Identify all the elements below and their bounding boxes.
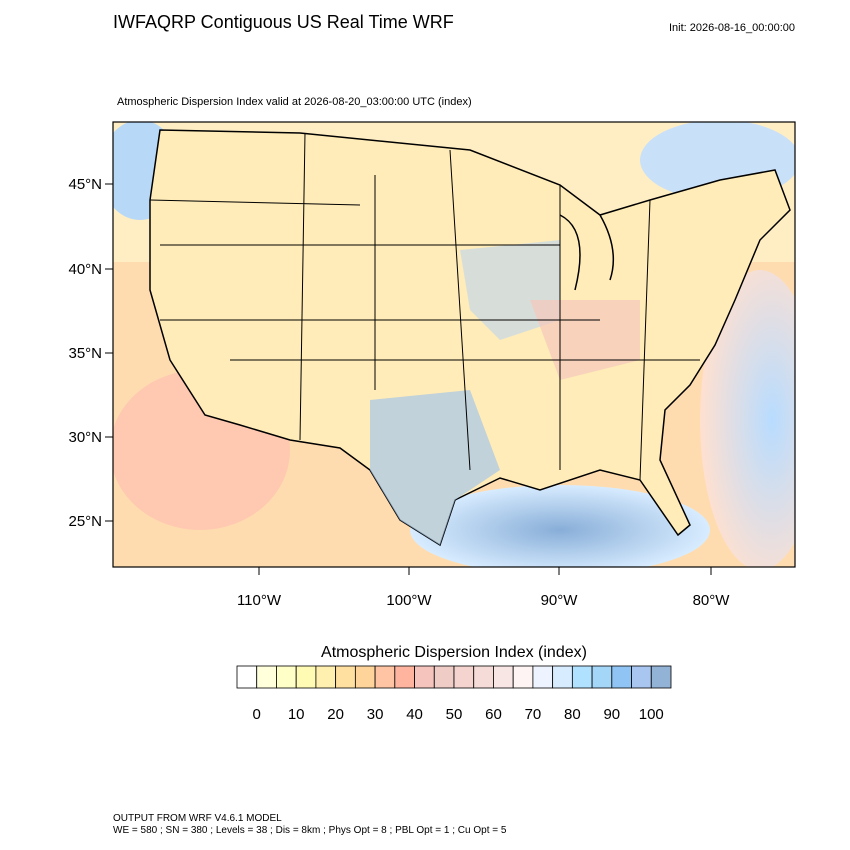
colorbar-box	[631, 665, 652, 689]
colorbar-box	[552, 665, 573, 689]
footer-line: WE = 580 ; SN = 380 ; Levels = 38 ; Dis …	[113, 825, 507, 836]
colorbar-box	[394, 665, 415, 689]
colorbar-box	[453, 665, 475, 689]
lon-label: 100°W	[386, 592, 432, 609]
colorbar-label: 30	[367, 706, 384, 723]
colorbar-label: 90	[603, 706, 620, 723]
colorbar-label: 60	[485, 706, 502, 723]
colorbar-label: 50	[446, 706, 463, 723]
colorbar: 0 10 20 30 40 50 60 70 80 90 100	[236, 665, 672, 723]
colorbar-box	[611, 665, 632, 689]
lat-label: 25°N	[68, 513, 102, 530]
colorbar-box	[315, 665, 337, 689]
colorbar-box	[335, 665, 356, 689]
colorbar-box	[571, 665, 593, 689]
subtitle: Atmospheric Dispersion Index valid at 20…	[117, 96, 472, 108]
colorbar-box	[256, 665, 277, 689]
colorbar-box	[532, 665, 554, 689]
title: IWFAQRP Contiguous US Real Time WRF	[113, 12, 454, 32]
lon-label: 110°W	[237, 592, 282, 609]
map: 45°N 40°N 35°N 30°N 25°N 110°W 100°W 90°…	[68, 121, 796, 609]
colorbar-box	[591, 665, 613, 689]
colorbar-box	[374, 665, 396, 689]
init-time: Init: 2026-08-16_00:00:00	[669, 22, 795, 34]
colorbar-label: 40	[406, 706, 423, 723]
colorbar-box	[414, 665, 435, 689]
colorbar-label: 10	[288, 706, 305, 723]
colorbar-box	[493, 665, 514, 689]
colorbar-box	[433, 665, 455, 689]
colorbar-box	[276, 665, 297, 689]
colorbar-box	[650, 665, 672, 689]
colorbar-label: 0	[253, 706, 261, 723]
lon-label: 80°W	[693, 592, 731, 609]
colorbar-box	[295, 665, 317, 689]
colorbar-label: 100	[639, 706, 664, 723]
colorbar-label: 80	[564, 706, 581, 723]
colorbar-box	[236, 665, 258, 689]
colorbar-box	[512, 665, 534, 689]
lon-label: 90°W	[541, 592, 579, 609]
colorbar-title: Atmospheric Dispersion Index (index)	[321, 644, 587, 661]
lat-label: 40°N	[68, 261, 102, 278]
footer-line: OUTPUT FROM WRF V4.6.1 MODEL	[113, 813, 282, 824]
lat-label: 45°N	[68, 176, 102, 193]
colorbar-label: 70	[525, 706, 542, 723]
colorbar-box	[473, 665, 494, 689]
lat-label: 30°N	[68, 429, 102, 446]
colorbar-label: 20	[327, 706, 344, 723]
colorbar-box	[354, 665, 376, 689]
lat-label: 35°N	[68, 345, 102, 362]
